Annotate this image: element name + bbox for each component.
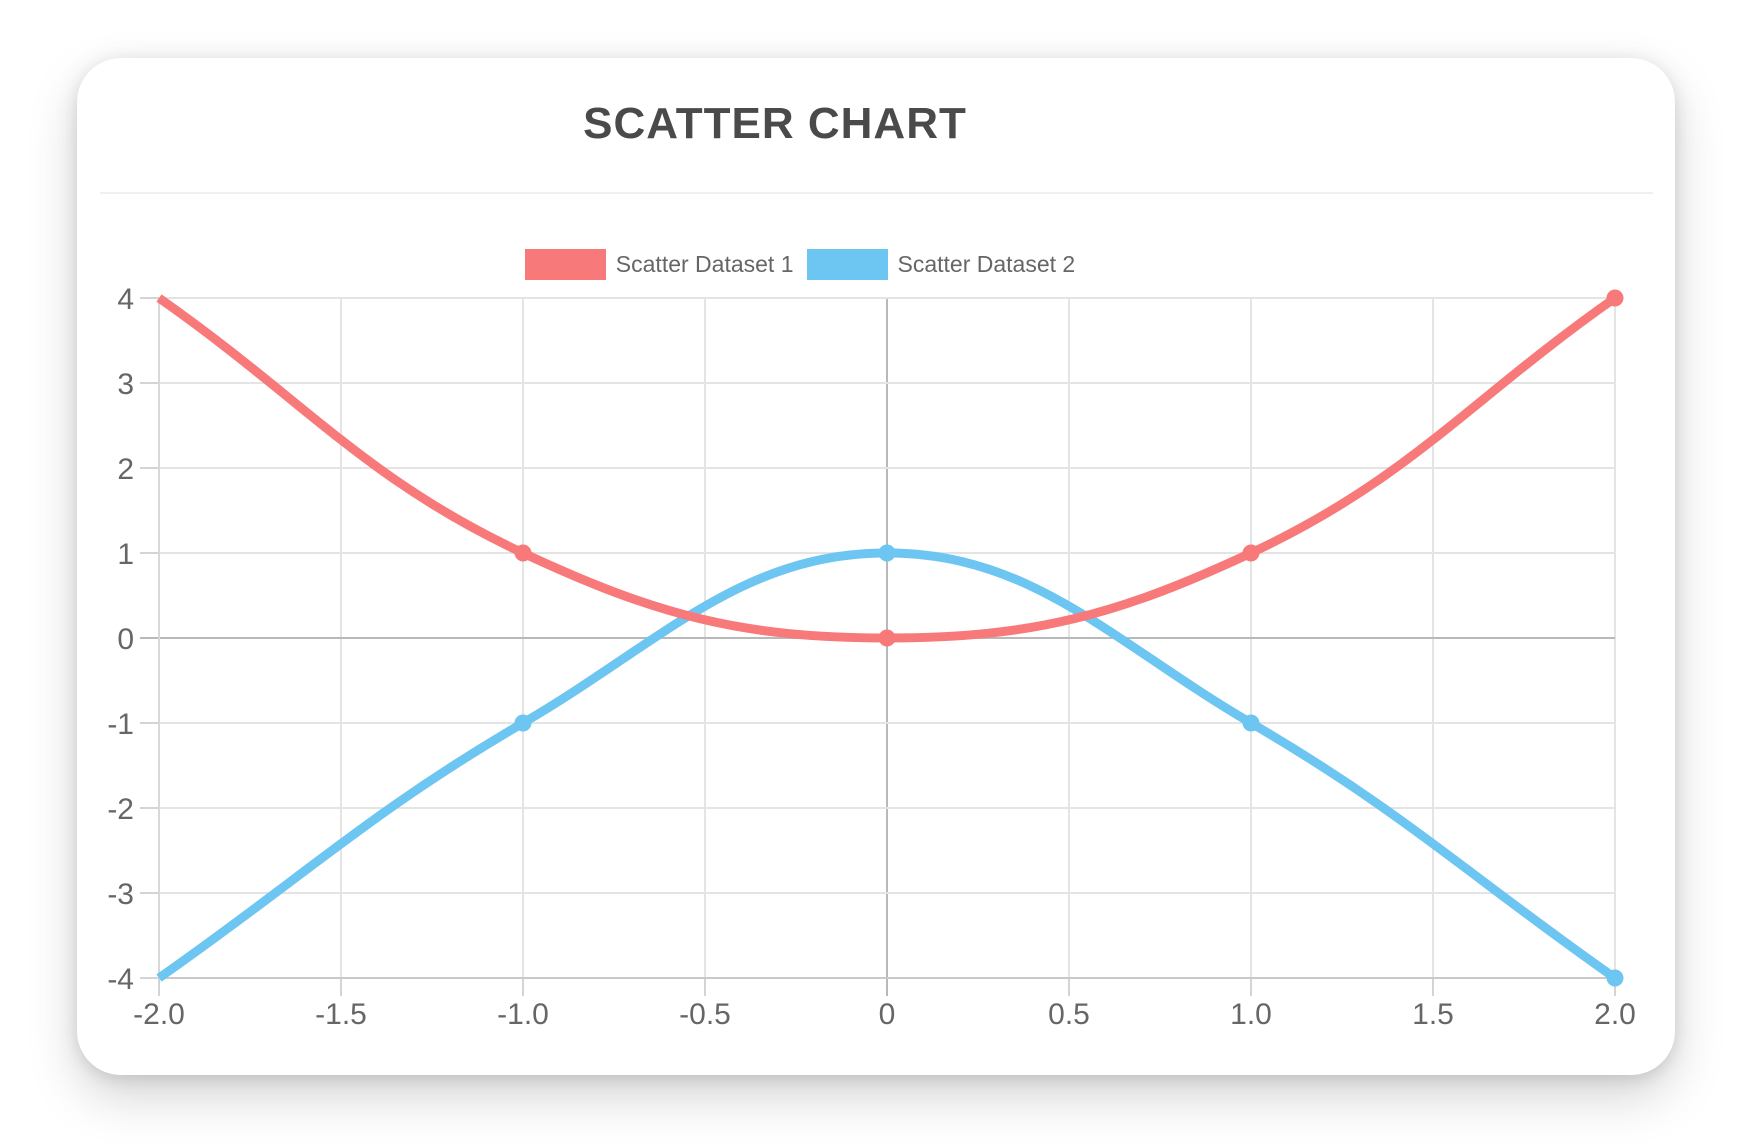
data-point-series-2[interactable] bbox=[514, 714, 532, 732]
x-tick-label: -2.0 bbox=[133, 998, 185, 1031]
y-tick-label: 3 bbox=[117, 368, 134, 401]
legend-swatch-dataset-1 bbox=[524, 249, 606, 280]
x-tick-label: -0.5 bbox=[679, 998, 731, 1031]
x-tick-label: 1.5 bbox=[1412, 998, 1454, 1031]
y-tick-label: 0 bbox=[117, 623, 134, 656]
legend-label-dataset-2: Scatter Dataset 2 bbox=[897, 251, 1076, 277]
data-point-series-1[interactable] bbox=[878, 629, 896, 647]
y-tick-label: -2 bbox=[107, 793, 134, 826]
data-point-series-1[interactable] bbox=[1606, 289, 1624, 307]
y-tick-label: 4 bbox=[117, 283, 134, 316]
x-tick-label: 1.0 bbox=[1230, 998, 1272, 1031]
x-tick-label: 0 bbox=[879, 998, 896, 1031]
legend-item-dataset-2[interactable]: Scatter Dataset 2 bbox=[806, 249, 1076, 280]
y-tick-label: -3 bbox=[107, 878, 134, 911]
y-tick-label: -1 bbox=[107, 708, 134, 741]
data-point-series-2[interactable] bbox=[1606, 969, 1624, 987]
data-point-series-1[interactable] bbox=[1242, 544, 1260, 562]
legend-item-dataset-1[interactable]: Scatter Dataset 1 bbox=[524, 249, 794, 280]
legend-label-dataset-1: Scatter Dataset 1 bbox=[615, 251, 794, 277]
y-tick-label: -4 bbox=[107, 963, 134, 996]
chart-card bbox=[77, 58, 1675, 1075]
x-tick-label: -1.0 bbox=[497, 998, 549, 1031]
y-tick-label: 2 bbox=[117, 453, 134, 486]
x-tick-label: -1.5 bbox=[315, 998, 367, 1031]
data-point-series-2[interactable] bbox=[1242, 714, 1260, 732]
data-point-series-2[interactable] bbox=[878, 544, 896, 562]
chart-title: SCATTER CHART bbox=[583, 99, 967, 148]
data-point-series-1[interactable] bbox=[514, 544, 532, 562]
title-divider bbox=[100, 192, 1653, 194]
x-tick-label: 2.0 bbox=[1594, 998, 1636, 1031]
y-tick-label: 1 bbox=[117, 538, 134, 571]
x-tick-label: 0.5 bbox=[1048, 998, 1090, 1031]
legend-swatch-dataset-2 bbox=[806, 249, 888, 280]
chart-legend: Scatter Dataset 1 Scatter Dataset 2 bbox=[0, 249, 1600, 280]
